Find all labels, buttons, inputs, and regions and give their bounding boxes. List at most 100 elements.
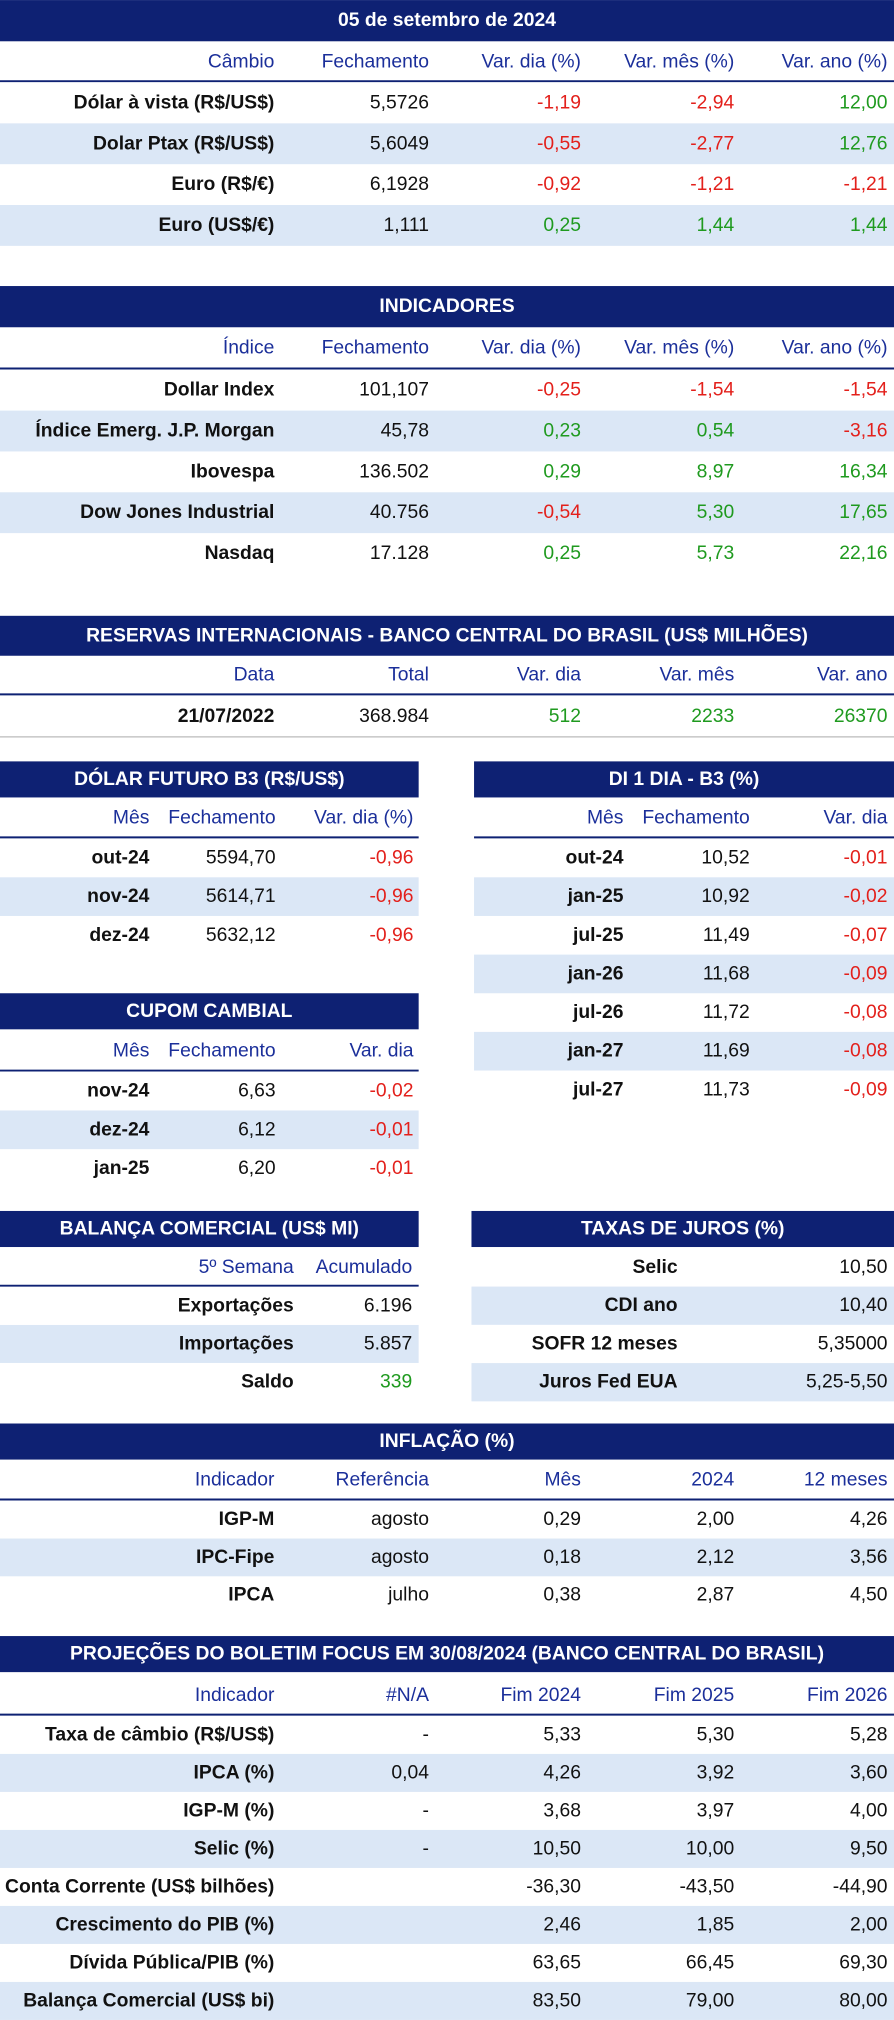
cell-value: 17,65 bbox=[839, 502, 887, 523]
row-stripe bbox=[0, 1110, 419, 1150]
row-label: IGP-M (%) bbox=[183, 1800, 274, 1821]
row-label: Juros Fed EUA bbox=[539, 1372, 677, 1393]
row-label: 21/07/2022 bbox=[178, 706, 275, 727]
cell-value: 2,87 bbox=[697, 1585, 735, 1606]
row-label: Conta Corrente (US$ bilhões) bbox=[5, 1876, 274, 1897]
column-header: Mês bbox=[544, 1470, 581, 1491]
row-label: jul-25 bbox=[572, 925, 624, 946]
column-header: Var. mês (%) bbox=[624, 51, 734, 72]
cell-value: 3,68 bbox=[543, 1800, 581, 1821]
cell-value: 1,44 bbox=[697, 215, 735, 236]
cell-value: 6,63 bbox=[238, 1081, 276, 1102]
row-label: nov-24 bbox=[87, 886, 150, 907]
row-label: Ibovespa bbox=[191, 461, 275, 482]
cell-value: 10,00 bbox=[686, 1838, 734, 1859]
row-stripe bbox=[0, 1905, 894, 1944]
column-header: Acumulado bbox=[316, 1257, 413, 1278]
cell-value: 5594,70 bbox=[206, 847, 276, 868]
cell-value: 17.128 bbox=[370, 543, 429, 564]
cell-value: -0,02 bbox=[369, 1081, 413, 1102]
column-header: Var. mês (%) bbox=[624, 337, 734, 358]
column-header: Mês bbox=[113, 808, 150, 829]
cell-value: -1,21 bbox=[690, 174, 734, 195]
section-title: DÓLAR FUTURO B3 (R$/US$) bbox=[74, 766, 344, 790]
row-label: dez-24 bbox=[89, 925, 149, 946]
cell-value: - bbox=[423, 1800, 429, 1821]
row-label: IPC-Fipe bbox=[196, 1547, 275, 1568]
row-stripe bbox=[0, 1753, 894, 1792]
cell-value: 0,23 bbox=[543, 421, 581, 442]
cell-value: -43,50 bbox=[679, 1876, 734, 1897]
column-header: Var. dia bbox=[517, 665, 581, 686]
row-stripe bbox=[471, 1286, 894, 1325]
cell-value: agosto bbox=[371, 1509, 429, 1530]
cell-value: - bbox=[423, 1838, 429, 1859]
cell-value: 5,73 bbox=[697, 543, 735, 564]
section-bar bbox=[471, 1210, 894, 1248]
cell-value: -0,01 bbox=[844, 847, 888, 868]
cell-value: 3,56 bbox=[850, 1547, 888, 1568]
cell-value: -36,30 bbox=[526, 1876, 581, 1897]
cell-value: 5,30 bbox=[697, 502, 735, 523]
row-stripe bbox=[471, 1363, 894, 1402]
cell-value: 16,34 bbox=[839, 461, 888, 482]
cell-value: 0,29 bbox=[543, 1509, 581, 1530]
cell-value: -2,94 bbox=[690, 92, 734, 113]
cell-value: -44,90 bbox=[833, 1876, 888, 1897]
column-header: Fechamento bbox=[642, 808, 749, 829]
cell-value: 136.502 bbox=[359, 461, 429, 482]
section-bar bbox=[0, 0, 894, 42]
section-title: PROJEÇÕES DO BOLETIM FOCUS EM 30/08/2024… bbox=[70, 1641, 824, 1665]
row-label: jan-25 bbox=[567, 886, 624, 907]
cell-value: 1,85 bbox=[697, 1914, 735, 1935]
cell-value: 0,38 bbox=[543, 1585, 581, 1606]
cell-value: 4,26 bbox=[850, 1509, 888, 1530]
cell-value: 2,00 bbox=[850, 1914, 888, 1935]
cell-value: 12,76 bbox=[839, 133, 887, 154]
section-bar bbox=[0, 993, 419, 1030]
row-label: Crescimento do PIB (%) bbox=[55, 1914, 274, 1935]
cell-value: 4,50 bbox=[850, 1585, 888, 1606]
section-title: RESERVAS INTERNACIONAIS - BANCO CENTRAL … bbox=[86, 622, 808, 646]
row-stripe bbox=[0, 1981, 894, 2020]
cell-value: 2,00 bbox=[697, 1509, 735, 1530]
cell-value: -0,92 bbox=[537, 174, 581, 195]
cell-value: julho bbox=[387, 1585, 429, 1606]
row-label: Taxa de câmbio (R$/US$) bbox=[45, 1724, 274, 1745]
cell-value: 5,28 bbox=[850, 1724, 888, 1745]
section-title: DI 1 DIA - B3 (%) bbox=[609, 769, 760, 790]
row-label: Selic (%) bbox=[194, 1838, 275, 1859]
cell-value: 9,50 bbox=[850, 1838, 888, 1859]
row-stripe bbox=[0, 1829, 894, 1868]
row-label: Dívida Pública/PIB (%) bbox=[69, 1952, 274, 1973]
section-title: CUPOM CAMBIAL bbox=[126, 1001, 292, 1022]
column-header: Total bbox=[388, 665, 429, 686]
row-stripe bbox=[0, 1324, 419, 1363]
row-label: Nasdaq bbox=[205, 543, 275, 564]
cell-value: -0,08 bbox=[844, 1041, 888, 1062]
section-bar bbox=[474, 761, 894, 798]
cell-value: 5,33 bbox=[543, 1724, 581, 1745]
row-label: Exportações bbox=[178, 1295, 294, 1316]
cell-value: 0,29 bbox=[543, 461, 581, 482]
section-bar bbox=[0, 1423, 894, 1460]
section-title: BALANÇA COMERCIAL (US$ MI) bbox=[60, 1218, 359, 1239]
section-bar bbox=[0, 1636, 894, 1673]
cell-value: 1,44 bbox=[850, 215, 888, 236]
column-header: Referência bbox=[336, 1470, 430, 1491]
cell-value: 5632,12 bbox=[206, 925, 276, 946]
column-header: #N/A bbox=[386, 1685, 429, 1706]
column-header: Fechamento bbox=[168, 808, 275, 829]
column-header: Var. ano (%) bbox=[782, 51, 888, 72]
cell-value: 339 bbox=[380, 1371, 412, 1392]
column-header: Câmbio bbox=[208, 51, 275, 72]
column-header: 2024 bbox=[691, 1470, 734, 1491]
row-stripe bbox=[474, 877, 894, 916]
cell-value: -0,54 bbox=[537, 502, 581, 523]
row-stripe bbox=[0, 205, 894, 246]
column-header: Mês bbox=[113, 1041, 150, 1062]
cell-value: -1,54 bbox=[690, 380, 734, 401]
cell-value: 2233 bbox=[691, 706, 734, 727]
column-header: Var. dia (%) bbox=[482, 51, 581, 72]
cell-value: 66,45 bbox=[686, 1952, 734, 1973]
